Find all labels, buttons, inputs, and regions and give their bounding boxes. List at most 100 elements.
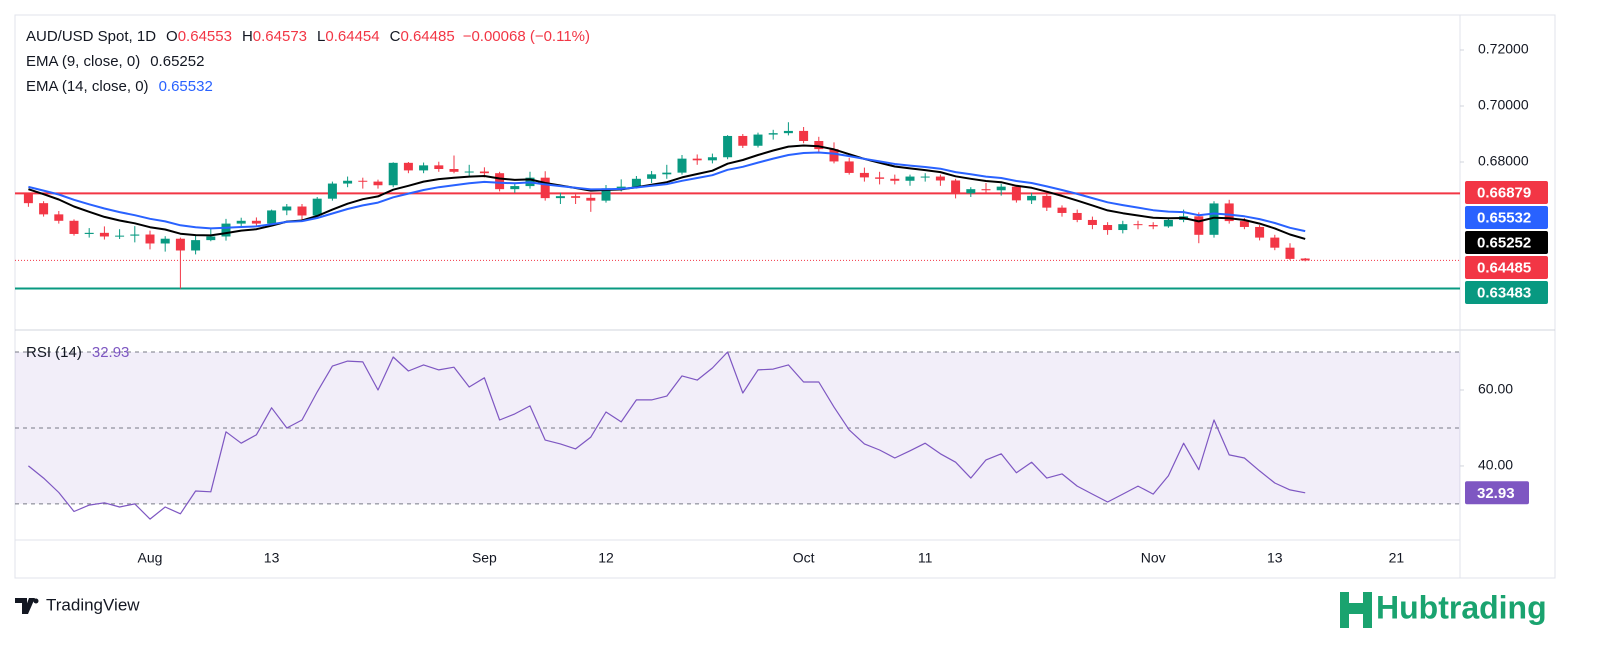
line-series [28, 151, 1306, 233]
candle-body [327, 183, 337, 199]
x-tick-label: 12 [598, 550, 614, 566]
candle-body [935, 176, 945, 181]
candle-body [844, 161, 854, 173]
y-tick-label: 60.00 [1478, 381, 1513, 397]
price-label-box [1465, 230, 1548, 254]
candle-body [905, 176, 915, 181]
candle-body [419, 165, 429, 171]
candle-body [951, 180, 961, 194]
price-label-box [1465, 180, 1548, 204]
candle-body [1057, 207, 1067, 213]
price-label: 0.65532 [1477, 209, 1531, 226]
legend-name: EMA (9, close, 0) [26, 53, 140, 70]
candle-body [510, 186, 520, 190]
legend-entry: EMA (14, close, 0) 0.65532 [26, 78, 213, 95]
legend-entry: EMA (9, close, 0) 0.65252 [26, 53, 204, 70]
legend-value: 0.65252 [150, 53, 204, 70]
candle-body [1118, 224, 1128, 231]
candle-body [571, 196, 581, 198]
candle-body [99, 232, 109, 237]
rsi-plot [15, 351, 1460, 520]
candle-body [768, 133, 778, 135]
candle-body [966, 189, 976, 194]
candle-body [1300, 258, 1310, 261]
candle-body [388, 162, 398, 186]
symbol-title: AUD/USD Spot, 1D [26, 28, 156, 45]
x-tick-label: 13 [1267, 550, 1283, 566]
frame [14, 14, 1556, 579]
line-series [28, 351, 1306, 520]
ohlc-letter: O [166, 28, 178, 45]
candle-body [373, 181, 383, 186]
high-value: 0.64573 [253, 28, 307, 45]
candle-body [662, 172, 672, 175]
ohlc-letter: H [242, 28, 253, 45]
brand-left: TradingView [46, 595, 140, 614]
candle-body [1148, 225, 1158, 227]
x-tick-label: 13 [264, 550, 280, 566]
candle-body [1133, 224, 1143, 226]
candle-body [1027, 195, 1037, 201]
candle-body [206, 236, 216, 241]
candle-body [799, 130, 809, 141]
y-tick-label: 0.72000 [1478, 41, 1529, 57]
candle-body [84, 232, 94, 234]
candle-body [753, 134, 763, 146]
price-label: 0.63483 [1477, 284, 1531, 301]
price-label: 0.64485 [1477, 259, 1531, 276]
candle-body [282, 206, 292, 211]
candle-body [1163, 219, 1173, 227]
legend-name: EMA (14, close, 0) [26, 78, 149, 95]
ohlc-letter: L [317, 28, 325, 45]
x-tick-label: Sep [472, 550, 497, 566]
candle-body [145, 234, 155, 244]
candle-body [981, 189, 991, 191]
candle-body [1194, 216, 1204, 235]
header: AUD/USD Spot, 1D O0.64553 H0.64573 L0.64454… [26, 28, 590, 45]
candle-body [920, 176, 930, 178]
candle-body [1270, 237, 1280, 248]
candle-body [723, 135, 733, 158]
candle-body [115, 235, 125, 237]
candle-body [692, 158, 702, 161]
price-label: 0.65252 [1477, 234, 1531, 251]
candle-body [814, 141, 824, 150]
candle-body [403, 162, 413, 171]
candle-body [631, 178, 641, 187]
candle-body [312, 198, 322, 216]
candle-body [236, 220, 246, 224]
candle-body [875, 177, 885, 179]
price-label: 32.93 [1477, 485, 1515, 502]
legend-name: RSI (14) [26, 344, 82, 361]
candle-body [343, 180, 353, 184]
candle-body [707, 157, 717, 161]
logo-icon [15, 598, 35, 614]
candle-body [738, 135, 748, 146]
logo-icon [1340, 592, 1372, 628]
x-tick-label: Nov [1141, 550, 1166, 566]
candle-body [221, 223, 231, 237]
candle-body [434, 165, 444, 169]
candle-body [1011, 186, 1021, 201]
candle-body [358, 180, 368, 182]
candle-body [1239, 221, 1249, 227]
hubtrading-logo: Hubtrading [1340, 589, 1547, 628]
candle-body [677, 158, 687, 173]
candle-body [1072, 212, 1082, 220]
candle-body [23, 193, 33, 204]
candle-body [39, 203, 49, 215]
y-tick-label: 0.70000 [1478, 97, 1529, 113]
low-value: 0.64454 [325, 28, 379, 45]
x-tick-label: 11 [918, 550, 933, 566]
candle-body [647, 174, 657, 179]
change: −0.00068 (−0.11%) [463, 28, 590, 45]
candle-body [54, 214, 64, 221]
open-value: 0.64553 [178, 28, 232, 45]
candle-body [449, 169, 459, 172]
price-label-box [1465, 280, 1548, 304]
axes: 0.72000 0.70000 0.68000 0.66879 0.65532 0.652… [138, 41, 1548, 566]
candle-body [555, 196, 565, 199]
price-label: 0.66879 [1477, 184, 1531, 201]
candle-body [1209, 203, 1219, 235]
